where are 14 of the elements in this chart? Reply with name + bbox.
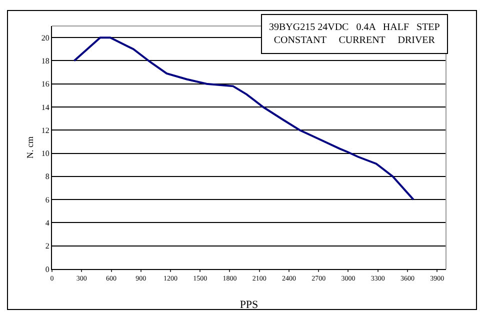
y-tick-label: 14 [41, 102, 50, 112]
y-tick-label: 16 [41, 80, 50, 89]
y-tick-label: 4 [45, 218, 50, 228]
y-tick-label: 6 [45, 195, 50, 204]
y-tick-label: 2 [45, 242, 50, 251]
y-tick-label: 10 [41, 149, 50, 158]
y-tick-label: 12 [41, 126, 50, 135]
y-tick-label: 18 [41, 56, 50, 66]
y-tick-label: 0 [45, 264, 50, 274]
y-axis-title: N. cm [24, 136, 35, 158]
x-axis-title: PPS [240, 299, 258, 311]
chart-title: 39BYG215 24VDC 0.4A HALF STEP CONSTANT CURRENT DRIVER [269, 22, 440, 46]
y-tick-label: 8 [45, 172, 50, 182]
y-tick-label: 20 [41, 33, 50, 42]
